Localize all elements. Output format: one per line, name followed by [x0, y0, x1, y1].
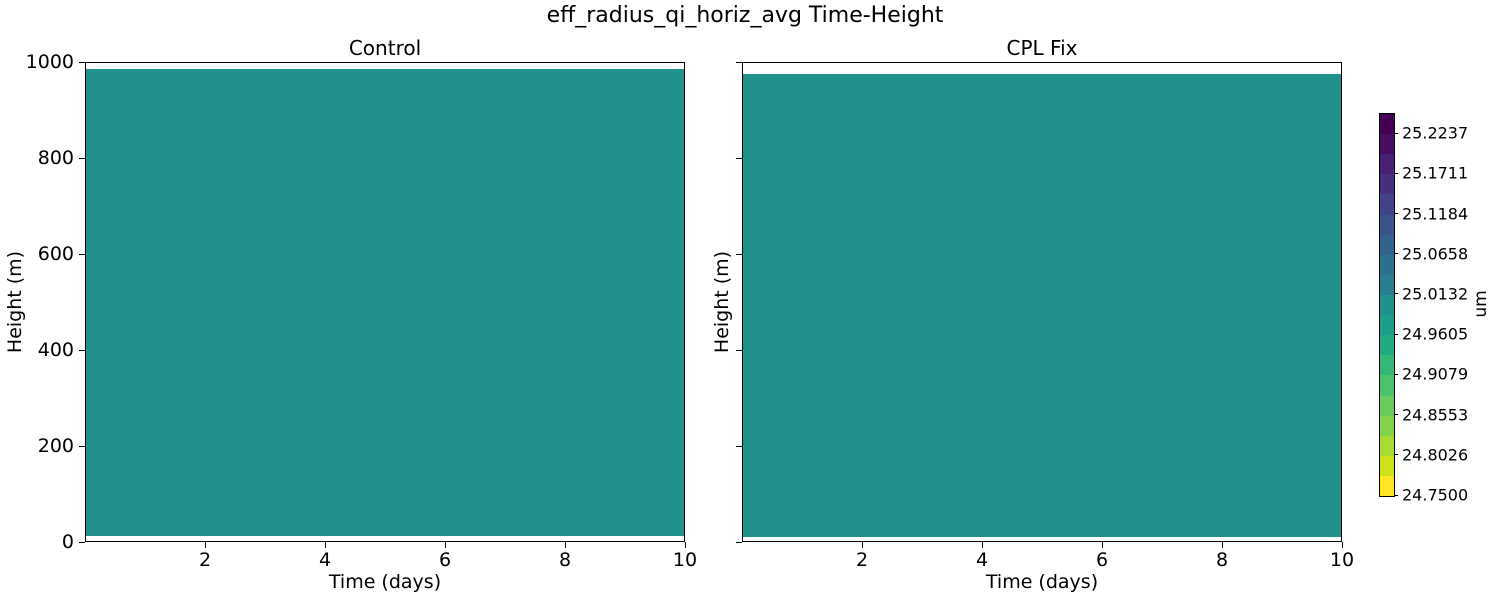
- colorbar-tick-mark: [1394, 494, 1398, 496]
- colorbar-tick-mark: [1394, 454, 1398, 456]
- x-tick-label: 2: [855, 549, 869, 571]
- colorbar-band: [1380, 254, 1394, 275]
- y-tick-mark: [79, 253, 85, 255]
- y-tick-mark: [736, 541, 742, 543]
- panel-title-cpl-fix: CPL Fix: [1006, 36, 1078, 60]
- x-tick-mark: [1341, 542, 1343, 548]
- y-tick-mark: [79, 541, 85, 543]
- colorbar-band: [1380, 315, 1394, 336]
- colorbar-tick-mark: [1394, 414, 1398, 416]
- colorbar-tick-label: 24.7500: [1402, 485, 1469, 505]
- colorbar-band: [1380, 114, 1394, 135]
- x-tick-mark: [324, 542, 326, 548]
- colorbar-band: [1380, 435, 1394, 456]
- colorbar-band: [1380, 395, 1394, 416]
- colorbar-tick-mark: [1394, 253, 1398, 255]
- colorbar-band: [1380, 475, 1394, 497]
- x-tick-mark: [444, 542, 446, 548]
- y-tick-mark: [736, 445, 742, 447]
- colorbar-tick-mark: [1394, 132, 1398, 134]
- colorbar-band: [1380, 335, 1394, 356]
- colorbar-tick-mark: [1394, 172, 1398, 174]
- colorbar-tick-label: 24.8553: [1402, 405, 1469, 425]
- x-tick-mark: [684, 542, 686, 548]
- x-tick-mark: [981, 542, 983, 548]
- colorbar-band: [1380, 415, 1394, 436]
- colorbar-band: [1380, 154, 1394, 175]
- colorbar-tick-label: 25.2237: [1402, 123, 1469, 143]
- colorbar-tick-label: 24.9079: [1402, 364, 1469, 384]
- colorbar-band: [1380, 134, 1394, 155]
- colorbar-band: [1380, 194, 1394, 215]
- colorbar-band: [1380, 375, 1394, 396]
- x-tick-label: 8: [558, 549, 572, 571]
- colorbar-band: [1380, 214, 1394, 235]
- y-tick-label: 800: [37, 147, 74, 169]
- x-tick-label: 4: [975, 549, 989, 571]
- y-tick-mark: [79, 445, 85, 447]
- colorbar-band: [1380, 294, 1394, 316]
- colorbar: [1379, 113, 1395, 497]
- x-tick-label: 6: [438, 549, 452, 571]
- colorbar-band: [1380, 174, 1394, 195]
- colorbar-tick-label: 25.1184: [1402, 204, 1469, 224]
- colorbar-tick-label: 25.0658: [1402, 244, 1469, 264]
- axes-control: [85, 62, 685, 542]
- colorbar-tick-label: 24.9605: [1402, 324, 1469, 344]
- colorbar-tick-label: 24.8026: [1402, 445, 1469, 465]
- xlabel-cpl-fix: Time (days): [985, 571, 1099, 593]
- x-tick-mark: [861, 542, 863, 548]
- x-tick-label: 10: [1329, 549, 1355, 571]
- x-tick-label: 4: [318, 549, 332, 571]
- y-tick-label: 1000: [25, 51, 74, 73]
- y-tick-mark: [736, 349, 742, 351]
- ylabel-cpl-fix: Height (m): [711, 250, 733, 354]
- y-tick-label: 600: [37, 243, 74, 265]
- x-tick-mark: [1101, 542, 1103, 548]
- x-tick-label: 8: [1215, 549, 1229, 571]
- y-tick-mark: [736, 157, 742, 159]
- x-tick-label: 10: [672, 549, 698, 571]
- x-tick-mark: [564, 542, 566, 548]
- colorbar-band: [1380, 455, 1394, 476]
- colorbar-tick-mark: [1394, 293, 1398, 295]
- colorbar-unit-label: um: [1471, 290, 1491, 318]
- colorbar-tick-label: 25.0132: [1402, 284, 1469, 304]
- colorbar-band: [1380, 234, 1394, 255]
- y-tick-mark: [79, 61, 85, 63]
- y-tick-mark: [79, 157, 85, 159]
- heatmap-fill-control: [86, 69, 684, 536]
- y-tick-mark: [736, 253, 742, 255]
- y-tick-mark: [736, 61, 742, 63]
- axes-cpl-fix: [742, 62, 1342, 542]
- x-tick-label: 2: [198, 549, 212, 571]
- colorbar-band: [1380, 274, 1394, 295]
- y-tick-label: 0: [61, 531, 74, 553]
- x-tick-label: 6: [1095, 549, 1109, 571]
- ylabel-control: Height (m): [4, 250, 26, 354]
- colorbar-tick-mark: [1394, 333, 1398, 335]
- y-tick-label: 400: [37, 339, 74, 361]
- colorbar-tick-mark: [1394, 373, 1398, 375]
- x-tick-mark: [204, 542, 206, 548]
- figure-suptitle: eff_radius_qi_horiz_avg Time-Height: [546, 3, 944, 28]
- colorbar-tick-mark: [1394, 213, 1398, 215]
- panel-title-control: Control: [348, 36, 422, 60]
- heatmap-fill-cpl-fix: [743, 74, 1341, 537]
- y-tick-label: 200: [37, 435, 74, 457]
- colorbar-tick-label: 25.1711: [1402, 163, 1469, 183]
- colorbar-band: [1380, 355, 1394, 376]
- x-tick-mark: [1221, 542, 1223, 548]
- y-tick-mark: [79, 349, 85, 351]
- xlabel-control: Time (days): [328, 571, 442, 593]
